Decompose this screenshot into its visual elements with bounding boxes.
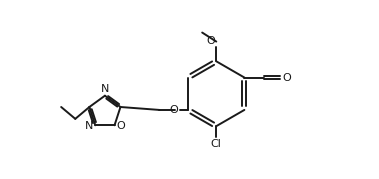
Text: O: O [169, 105, 178, 115]
Text: Cl: Cl [211, 139, 222, 149]
Text: O: O [116, 121, 125, 130]
Text: O: O [207, 35, 215, 45]
Text: N: N [101, 84, 109, 94]
Text: O: O [282, 72, 291, 83]
Text: N: N [85, 121, 93, 130]
